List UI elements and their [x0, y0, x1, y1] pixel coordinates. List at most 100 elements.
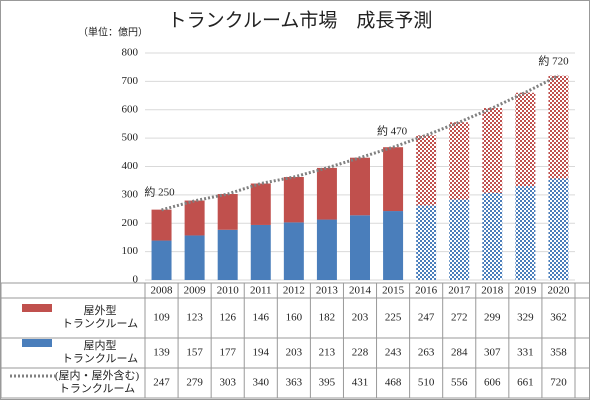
table-value: 606	[484, 377, 501, 389]
x-tick-label: 2013	[316, 285, 339, 297]
table-value: 284	[451, 347, 468, 359]
table-value: 228	[352, 347, 369, 359]
bar	[548, 75, 569, 179]
bar	[515, 92, 536, 187]
bar	[548, 178, 569, 280]
total-line	[161, 74, 560, 212]
table-value: 358	[550, 347, 567, 359]
y-tick-label: 100	[122, 245, 139, 257]
x-tick-label: 2015	[382, 285, 405, 297]
table-value: 247	[418, 312, 435, 324]
table-value: 126	[219, 312, 236, 324]
table-value: 556	[451, 377, 468, 389]
table-value: 363	[286, 377, 303, 389]
table-value: 177	[219, 347, 236, 359]
y-tick-label: 600	[122, 103, 139, 115]
x-tick-label: 2020	[547, 285, 570, 297]
bar	[350, 215, 370, 280]
y-tick-label: 0	[133, 274, 139, 286]
y-tick-label: 700	[122, 75, 139, 87]
bar	[184, 200, 205, 236]
y-tick-label: 200	[122, 217, 139, 229]
table-value: 395	[319, 377, 336, 389]
chart-title: トランクルーム市場 成長予測	[168, 9, 433, 31]
table-value: 123	[186, 312, 203, 324]
bar	[217, 194, 238, 230]
table-value: 263	[418, 347, 435, 359]
table-value: 279	[186, 377, 203, 389]
legend-label: 屋外型 トランクルーム	[61, 305, 139, 330]
legend-label: 屋内型 トランクルーム	[61, 340, 139, 365]
bar	[350, 157, 370, 216]
table-value: 362	[550, 312, 567, 324]
bar	[482, 108, 503, 193]
bar	[283, 176, 304, 223]
table-value: 182	[319, 312, 336, 324]
x-tick-label: 2011	[250, 285, 272, 297]
table-value: 213	[319, 347, 336, 359]
unit-label: （単位：億円）	[78, 25, 148, 38]
x-tick-label: 2016	[415, 285, 438, 297]
annotation: 約 470	[377, 124, 408, 138]
x-tick-label: 2018	[481, 285, 504, 297]
legend-label: (屋内・屋外含む) トランクルーム	[54, 370, 140, 395]
bar	[217, 229, 238, 280]
table-value: 303	[219, 377, 236, 389]
bar	[283, 222, 304, 280]
bar	[151, 209, 172, 241]
legend-swatch	[22, 339, 52, 347]
table-value: 431	[352, 377, 369, 389]
y-tick-label: 300	[122, 188, 139, 200]
annotation: 約 250	[144, 185, 175, 199]
x-tick-label: 2012	[283, 285, 305, 297]
bar	[316, 167, 337, 220]
table-value: 160	[286, 312, 303, 324]
table-value: 661	[517, 377, 534, 389]
y-tick-label: 500	[122, 132, 139, 144]
table-value: 247	[153, 377, 170, 389]
table-value: 340	[253, 377, 270, 389]
y-tick-label: 400	[122, 160, 139, 172]
y-tick-label: 800	[122, 47, 139, 59]
bar	[416, 135, 437, 206]
x-tick-label: 2008	[151, 285, 174, 297]
table-value: 139	[153, 347, 170, 359]
legend-swatch	[22, 304, 52, 312]
table-value: 510	[418, 377, 435, 389]
table-value: 109	[153, 312, 170, 324]
bar	[449, 199, 470, 280]
annotation: 約 720	[538, 54, 569, 68]
table-value: 272	[451, 312, 468, 324]
table-value: 203	[286, 347, 303, 359]
table-value: 225	[385, 312, 402, 324]
x-tick-label: 2019	[514, 285, 537, 297]
bar	[482, 192, 503, 280]
table-value: 203	[352, 312, 369, 324]
x-tick-label: 2014	[349, 285, 372, 297]
table-value: 329	[517, 312, 534, 324]
bar	[250, 183, 271, 225]
x-tick-label: 2009	[184, 285, 207, 297]
bar	[316, 219, 337, 280]
bar	[515, 186, 536, 280]
table-value: 331	[517, 347, 534, 359]
bar	[383, 211, 404, 280]
bar	[449, 122, 470, 200]
bar	[184, 235, 205, 280]
x-tick-label: 2017	[448, 285, 471, 297]
table-value: 157	[186, 347, 203, 359]
table-value: 146	[253, 312, 270, 324]
table-value: 720	[550, 377, 567, 389]
table-value: 468	[385, 377, 402, 389]
bar	[250, 224, 271, 280]
table-value: 299	[484, 312, 501, 324]
bar	[151, 240, 172, 280]
table-value: 194	[253, 347, 270, 359]
bar	[383, 147, 404, 212]
x-tick-label: 2010	[217, 285, 240, 297]
table-value: 307	[484, 347, 501, 359]
bar	[416, 205, 437, 280]
table-value: 243	[385, 347, 402, 359]
